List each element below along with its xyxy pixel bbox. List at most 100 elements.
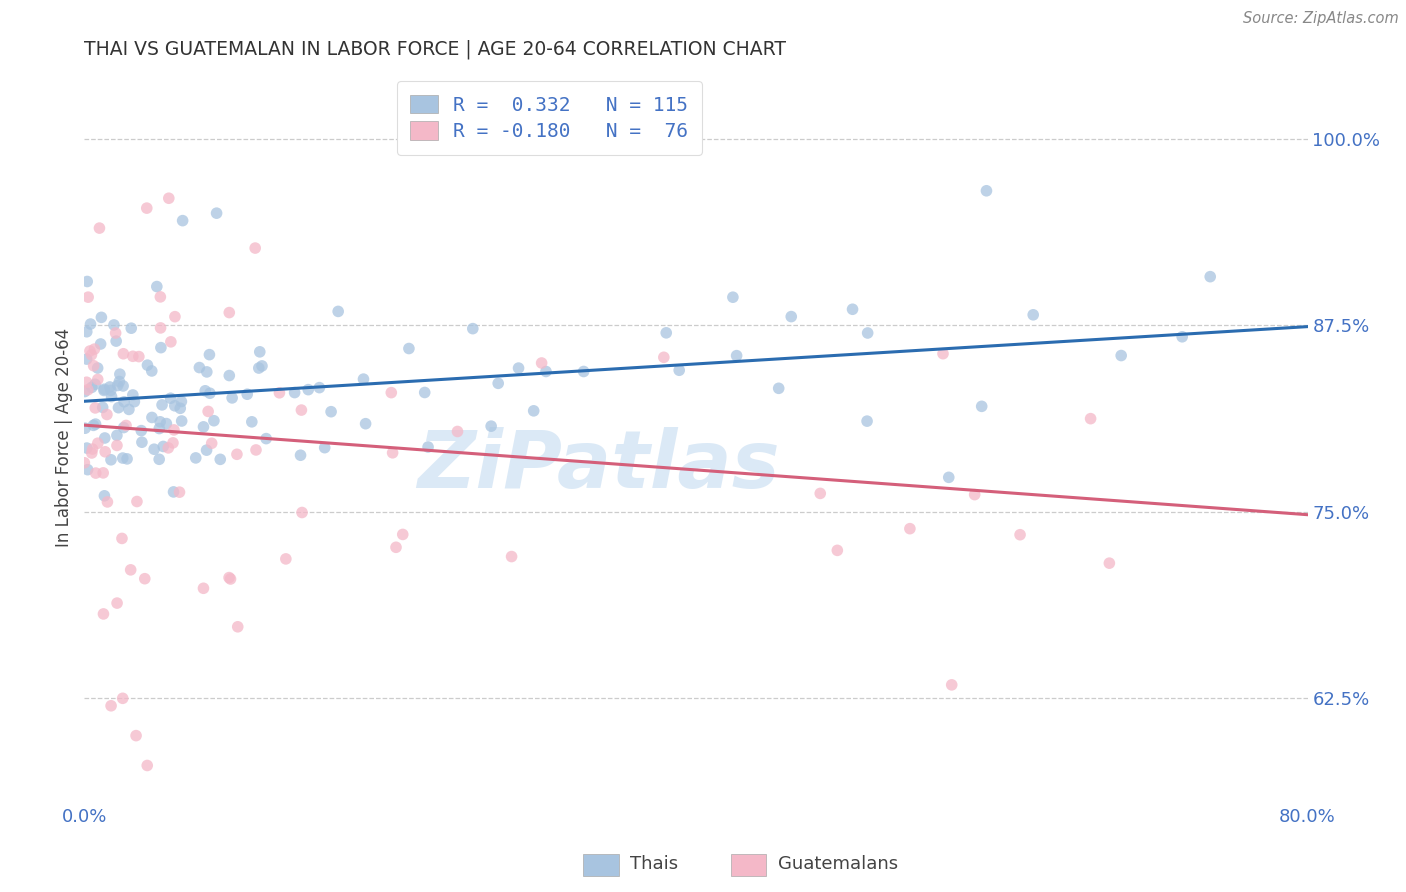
Point	[721, 290, 744, 304]
Point	[125, 494, 148, 508]
Point	[84, 377, 107, 392]
Point	[963, 488, 986, 502]
Point	[209, 452, 232, 467]
Point	[197, 404, 219, 418]
Point	[120, 321, 142, 335]
Point	[254, 432, 277, 446]
Point	[143, 442, 166, 457]
Point	[136, 358, 159, 372]
Point	[157, 441, 180, 455]
Point	[249, 344, 271, 359]
Point	[134, 572, 156, 586]
Point	[148, 452, 170, 467]
Point	[129, 424, 152, 438]
Point	[170, 394, 193, 409]
Point	[391, 527, 413, 541]
Point	[668, 363, 690, 377]
Point	[226, 620, 249, 634]
Point	[105, 596, 128, 610]
Point	[108, 367, 131, 381]
Point	[655, 326, 678, 340]
Point	[108, 375, 131, 389]
Point	[84, 466, 107, 480]
Point	[150, 398, 173, 412]
Point	[87, 436, 110, 450]
Point	[201, 436, 224, 450]
Point	[84, 401, 107, 415]
Point	[353, 372, 375, 386]
Point	[938, 470, 960, 484]
Point	[94, 431, 117, 445]
Point	[94, 444, 117, 458]
Point	[1022, 308, 1045, 322]
Point	[105, 438, 128, 452]
Point	[221, 391, 243, 405]
Point	[120, 563, 142, 577]
Point	[284, 385, 307, 400]
Point	[188, 360, 211, 375]
Point	[82, 418, 104, 433]
Point	[107, 378, 129, 392]
Point	[91, 466, 114, 480]
Point	[1080, 411, 1102, 425]
Point	[169, 401, 191, 416]
Point	[124, 394, 146, 409]
Point	[149, 415, 172, 429]
Point	[136, 758, 159, 772]
Point	[107, 401, 129, 415]
Point	[118, 402, 141, 417]
Point	[479, 419, 502, 434]
Point	[508, 361, 530, 376]
Point	[100, 452, 122, 467]
Point	[219, 572, 242, 586]
Point	[193, 582, 215, 596]
Point	[290, 403, 312, 417]
Point	[112, 394, 135, 409]
Point	[163, 423, 186, 437]
Point	[141, 364, 163, 378]
Point	[84, 417, 107, 431]
Point	[105, 428, 128, 442]
Point	[89, 221, 111, 235]
Point	[1199, 269, 1222, 284]
Point	[898, 522, 921, 536]
Point	[146, 279, 169, 293]
Point	[385, 541, 408, 555]
Point	[100, 698, 122, 713]
Point	[269, 385, 291, 400]
Point	[193, 420, 215, 434]
Point	[75, 421, 97, 435]
Point	[80, 446, 103, 460]
Text: THAI VS GUATEMALAN IN LABOR FORCE | AGE 20-64 CORRELATION CHART: THAI VS GUATEMALAN IN LABOR FORCE | AGE …	[84, 39, 786, 59]
Point	[105, 334, 128, 348]
Point	[652, 351, 675, 365]
Point	[121, 349, 143, 363]
Point	[112, 379, 135, 393]
Point	[523, 404, 546, 418]
Point	[297, 383, 319, 397]
Point	[205, 206, 228, 220]
Point	[163, 399, 186, 413]
Point	[76, 376, 98, 390]
Point	[76, 352, 98, 367]
Point	[250, 359, 273, 373]
Point	[149, 321, 172, 335]
Point	[808, 486, 831, 500]
Point	[1010, 527, 1032, 541]
Point	[247, 361, 270, 376]
Point	[226, 447, 249, 461]
Text: Guatemalans: Guatemalans	[778, 855, 897, 873]
Point	[121, 388, 143, 402]
Point	[112, 347, 135, 361]
Point	[380, 385, 402, 400]
Point	[76, 325, 98, 339]
Point	[135, 201, 157, 215]
Point	[398, 342, 420, 356]
Point	[274, 552, 297, 566]
Point	[93, 607, 115, 621]
Point	[112, 420, 135, 434]
Point	[100, 384, 122, 398]
Point	[111, 691, 134, 706]
Text: ZiPatlas: ZiPatlas	[416, 427, 779, 506]
Point	[160, 334, 183, 349]
